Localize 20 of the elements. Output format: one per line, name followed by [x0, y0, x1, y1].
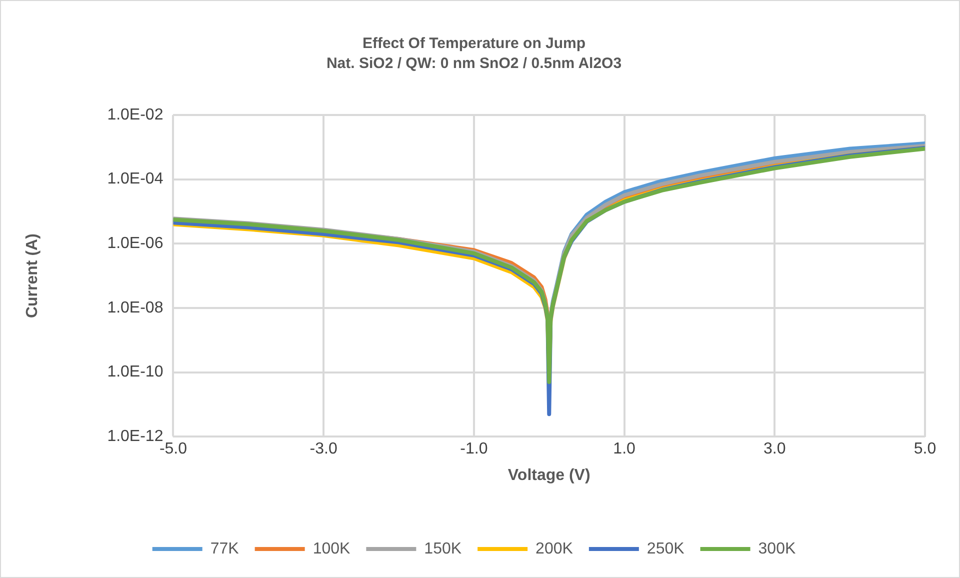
y-axis-title: Current (A)	[24, 234, 42, 318]
x-tick-label: 1.0	[613, 440, 636, 458]
legend-label: 100K	[312, 540, 351, 558]
y-tick-label: 1.0E-08	[107, 299, 164, 316]
x-tick-label: 3.0	[764, 440, 786, 458]
x-tick-label: 5.0	[914, 440, 936, 458]
x-tick-label: -1.0	[460, 440, 488, 458]
y-tick-label: 1.0E-04	[107, 170, 164, 188]
x-tick-label: -3.0	[310, 440, 338, 458]
legend-label: 150K	[424, 540, 462, 558]
chart-subtitle: Nat. SiO2 / QW: 0 nm SnO2 / 0.5nm Al2O3	[326, 55, 622, 72]
x-axis-title: Voltage (V)	[508, 466, 590, 484]
legend-label: 300K	[758, 540, 796, 558]
legend-label: 200K	[536, 540, 574, 558]
legend-label: 77K	[210, 540, 240, 558]
y-tick-label: 1.0E-02	[107, 106, 164, 124]
legend-label: 250K	[646, 540, 685, 558]
y-tick-label: 1.0E-06	[107, 235, 164, 252]
chart-title: Effect Of Temperature on Jump	[362, 35, 586, 52]
y-tick-label: 1.0E-10	[107, 364, 164, 381]
